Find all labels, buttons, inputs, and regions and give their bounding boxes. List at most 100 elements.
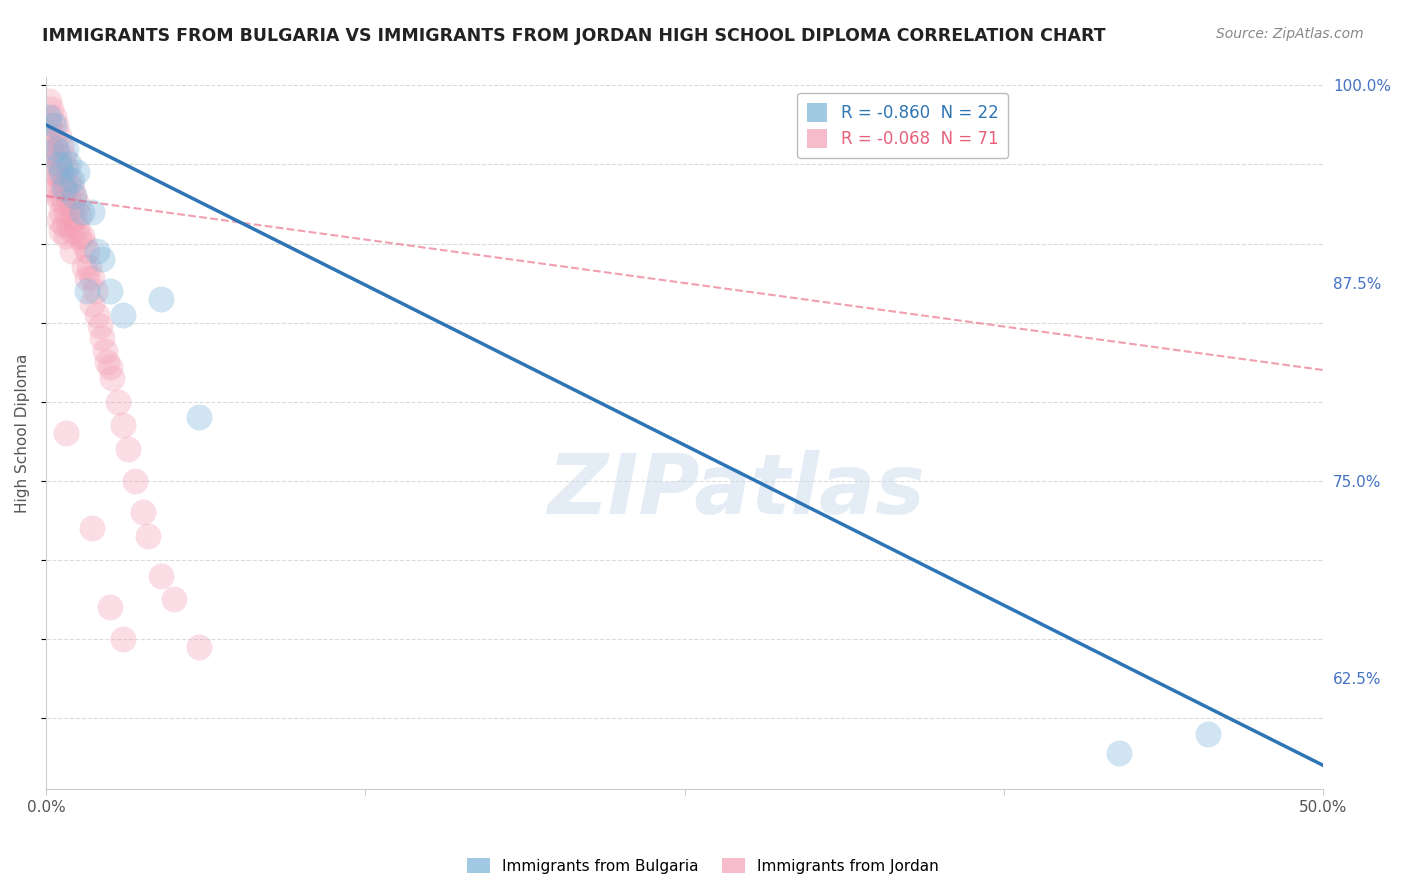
Point — [58, 157, 80, 171]
Point — [51, 224, 73, 238]
Point — [52, 173, 75, 187]
Point — [48, 128, 70, 143]
Point — [42, 181, 65, 195]
Y-axis label: High School Diploma: High School Diploma — [15, 353, 30, 513]
Point — [52, 195, 75, 210]
Point — [45, 142, 67, 156]
Point — [149, 568, 172, 582]
Point — [101, 371, 124, 385]
Point — [60, 244, 83, 259]
Point — [80, 296, 103, 310]
Point — [80, 271, 103, 285]
Point — [51, 138, 73, 153]
Point — [58, 173, 80, 187]
Point — [67, 230, 90, 244]
Point — [48, 157, 70, 171]
Point — [66, 220, 89, 235]
Point — [48, 170, 70, 185]
Point — [76, 284, 98, 298]
Point — [51, 205, 73, 219]
Point — [93, 344, 115, 359]
Point — [45, 142, 67, 156]
Point — [45, 186, 67, 200]
Point — [39, 145, 62, 159]
Point — [38, 110, 60, 124]
Point — [73, 236, 96, 251]
Point — [96, 355, 118, 369]
Point — [63, 189, 86, 203]
Point — [55, 205, 77, 219]
Point — [188, 640, 211, 654]
Point — [51, 165, 73, 179]
Point — [80, 521, 103, 535]
Point — [42, 157, 65, 171]
Point — [55, 142, 77, 156]
Point — [42, 110, 65, 124]
Point — [149, 292, 172, 306]
Point — [52, 218, 75, 232]
Point — [52, 181, 75, 195]
Point — [58, 218, 80, 232]
Point — [91, 331, 114, 345]
Point — [60, 173, 83, 187]
Point — [117, 442, 139, 456]
Point — [45, 165, 67, 179]
Point — [55, 183, 77, 197]
Point — [111, 308, 134, 322]
Point — [111, 418, 134, 433]
Point — [124, 474, 146, 488]
Point — [1108, 746, 1130, 760]
Point — [83, 284, 105, 298]
Point — [39, 126, 62, 140]
Point — [70, 205, 93, 219]
Point — [55, 228, 77, 243]
Legend: R = -0.860  N = 22, R = -0.068  N = 71: R = -0.860 N = 22, R = -0.068 N = 71 — [797, 93, 1008, 158]
Point — [80, 205, 103, 219]
Point — [86, 308, 108, 322]
Point — [188, 410, 211, 425]
Point — [39, 165, 62, 179]
Point — [55, 426, 77, 441]
Point — [48, 192, 70, 206]
Point — [98, 600, 121, 615]
Legend: Immigrants from Bulgaria, Immigrants from Jordan: Immigrants from Bulgaria, Immigrants fro… — [461, 852, 945, 880]
Point — [76, 271, 98, 285]
Point — [58, 195, 80, 210]
Text: ZIPatlas: ZIPatlas — [547, 450, 925, 531]
Point — [132, 505, 155, 519]
Point — [42, 134, 65, 148]
Point — [1197, 727, 1219, 741]
Point — [45, 118, 67, 132]
Point — [63, 211, 86, 226]
Point — [48, 212, 70, 227]
Text: IMMIGRANTS FROM BULGARIA VS IMMIGRANTS FROM JORDAN HIGH SCHOOL DIPLOMA CORRELATI: IMMIGRANTS FROM BULGARIA VS IMMIGRANTS F… — [42, 27, 1105, 45]
Point — [60, 224, 83, 238]
Point — [111, 632, 134, 646]
Point — [79, 260, 101, 275]
Point — [51, 181, 73, 195]
Text: Source: ZipAtlas.com: Source: ZipAtlas.com — [1216, 27, 1364, 41]
Point — [107, 394, 129, 409]
Point — [51, 161, 73, 175]
Point — [66, 197, 89, 211]
Point — [89, 318, 111, 333]
Point — [60, 202, 83, 216]
Point — [86, 244, 108, 259]
Point — [91, 252, 114, 267]
Point — [38, 94, 60, 108]
Point — [163, 592, 186, 607]
Point — [42, 118, 65, 132]
Point — [98, 284, 121, 298]
Point — [38, 118, 60, 132]
Point — [66, 165, 89, 179]
Point — [38, 142, 60, 156]
Point — [39, 102, 62, 116]
Point — [136, 529, 159, 543]
Point — [60, 181, 83, 195]
Point — [48, 149, 70, 163]
Point — [55, 161, 77, 175]
Point — [98, 359, 121, 374]
Point — [63, 189, 86, 203]
Point — [73, 260, 96, 275]
Point — [52, 149, 75, 163]
